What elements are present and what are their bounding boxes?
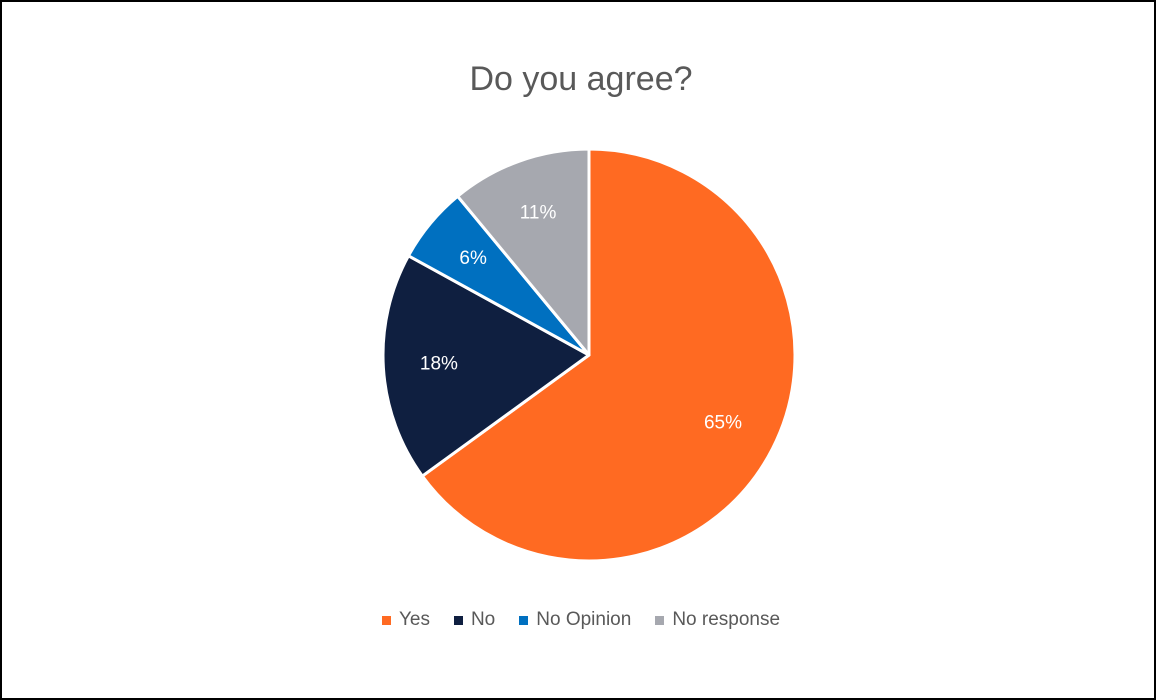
legend-item-yes: Yes: [381, 609, 430, 631]
legend-item-no-response: No response: [655, 609, 780, 631]
legend-swatch-no-opinion: [519, 615, 529, 625]
legend-label-no-opinion: No Opinion: [536, 609, 632, 630]
legend-swatch-yes: [381, 615, 391, 625]
data-label-no-response: 11%: [520, 203, 557, 224]
pie-chart: 65% 18% 6% 11%: [381, 147, 797, 563]
data-label-no-opinion: 6%: [459, 248, 487, 269]
legend-label-yes: Yes: [398, 609, 430, 630]
pie-slice-yes: [420, 147, 797, 563]
data-label-no: 18%: [420, 353, 458, 374]
legend-item-no-opinion: No Opinion: [519, 609, 631, 631]
chart-title: Do you agree?: [469, 60, 693, 98]
legend-swatch-no-response: [655, 615, 665, 625]
pie-slice-no: [381, 254, 591, 478]
pie-slice-no-response: [456, 147, 591, 357]
legend-label-no: No: [470, 609, 496, 630]
legend-swatch-no: [453, 615, 463, 625]
chart-legend: Yes No No Opinion No response: [2, 609, 1158, 631]
data-label-yes: 65%: [704, 412, 742, 433]
legend-item-no: No: [453, 609, 496, 631]
legend-label-no-response: No response: [672, 609, 781, 630]
